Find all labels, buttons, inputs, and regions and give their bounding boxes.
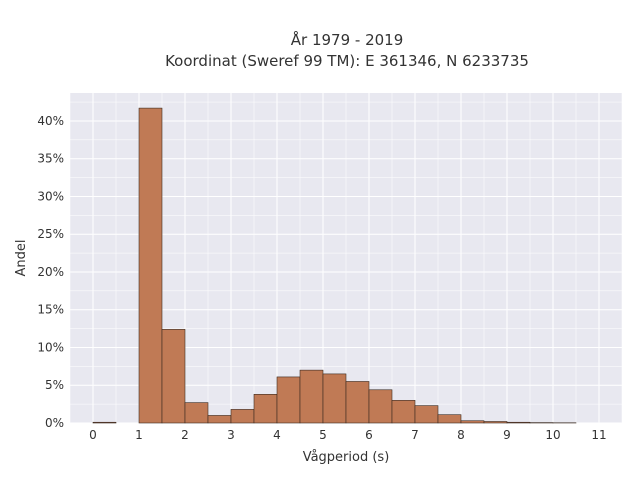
x-tick-label: 2 <box>181 428 189 442</box>
x-tick-labels: 0 1 2 3 4 5 6 7 8 9 10 11 <box>89 428 606 442</box>
histogram-bar <box>391 400 416 424</box>
histogram-bar <box>276 376 301 424</box>
histogram-bar <box>138 107 163 424</box>
x-tick-label: 0 <box>89 428 97 442</box>
histogram-bar <box>92 421 117 424</box>
x-tick-label: 6 <box>365 428 373 442</box>
histogram-bar <box>161 329 186 424</box>
histogram-bar <box>207 415 232 424</box>
histogram-bar <box>322 373 347 424</box>
y-tick-labels: 0% 5% 10% 15% 20% 25% 30% 35% 40% <box>37 114 64 430</box>
x-tick-label: 10 <box>545 428 560 442</box>
x-tick-label: 3 <box>227 428 235 442</box>
histogram-bar <box>299 369 324 424</box>
chart-title-line2: Koordinat (Sweref 99 TM): E 361346, N 62… <box>165 52 529 70</box>
x-tick-label: 7 <box>411 428 419 442</box>
y-tick-label: 40% <box>37 114 64 128</box>
histogram-bar <box>414 405 439 424</box>
x-tick-label: 1 <box>135 428 143 442</box>
y-tick-label: 30% <box>37 189 64 203</box>
histogram-bar <box>368 389 393 424</box>
y-tick-label: 15% <box>37 303 64 317</box>
y-tick-label: 25% <box>37 227 64 241</box>
histogram-bar <box>345 381 370 424</box>
histogram-bar <box>184 402 209 424</box>
y-axis-label: Andel <box>14 240 29 277</box>
y-tick-label: 10% <box>37 340 64 354</box>
x-axis-label: Vågperiod (s) <box>303 450 390 465</box>
x-tick-label: 11 <box>591 428 606 442</box>
histogram-bar <box>253 394 278 424</box>
histogram-bar <box>230 409 255 424</box>
histogram-bar <box>483 421 508 424</box>
x-tick-label: 4 <box>273 428 281 442</box>
x-tick-label: 8 <box>457 428 465 442</box>
chart-title-line1: År 1979 - 2019 <box>291 30 404 49</box>
bars <box>92 107 577 424</box>
histogram-bar <box>506 421 531 424</box>
y-tick-label: 5% <box>45 378 64 392</box>
y-tick-label: 35% <box>37 152 64 166</box>
y-tick-label: 0% <box>45 416 64 430</box>
y-tick-label: 20% <box>37 265 64 279</box>
histogram-bar <box>437 414 462 424</box>
x-tick-label: 9 <box>503 428 511 442</box>
x-tick-label: 5 <box>319 428 327 442</box>
histogram-bar <box>460 420 485 424</box>
